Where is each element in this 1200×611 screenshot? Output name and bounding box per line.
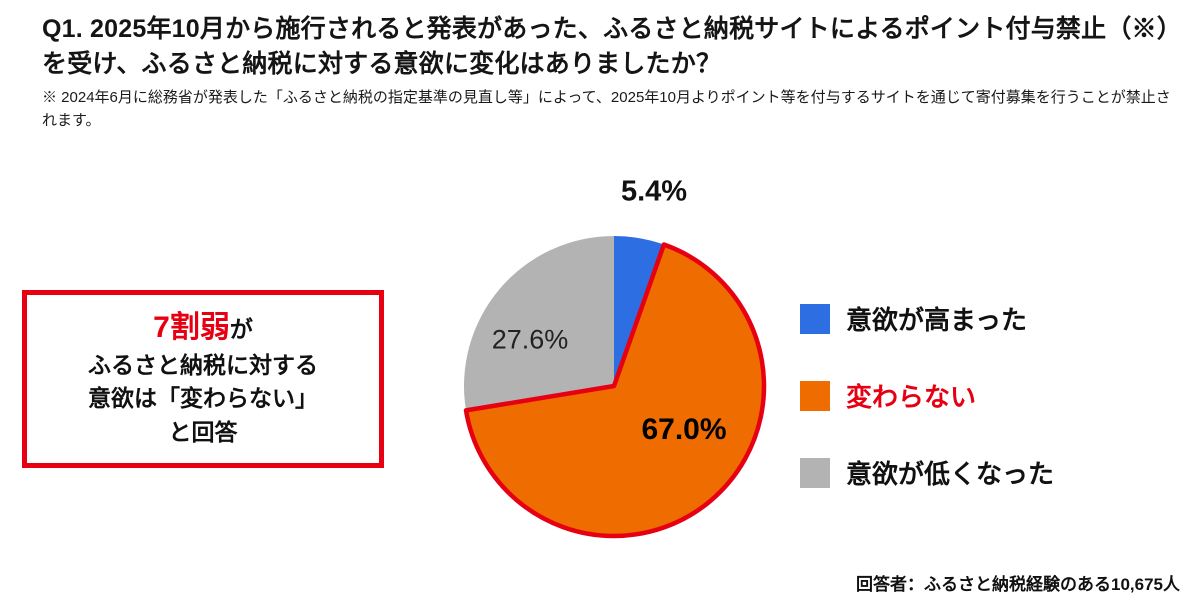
legend-swatch-increased [800,303,830,334]
legend-label-unchanged: 変わらない [846,382,977,412]
pie-value-label-unchanged: 67.0% [641,413,727,446]
callout-line-4: と回答 [168,418,238,445]
pie-svg [463,236,767,539]
legend-label-decreased: 意欲が低くなった [846,459,1055,489]
legend-swatch-unchanged [800,380,830,411]
legend-item-unchanged: 変わらない [800,377,1054,414]
pie-value-label-decreased: 27.6% [491,324,569,355]
legend-label-increased: 意欲が高まった [846,305,1027,335]
chart-legend: 意欲が高まった 変わらない 意欲が低くなった [800,300,1054,491]
callout-suffix: が [229,316,253,342]
question-title: Q1. 2025年10月から施行されると発表があった、ふるさと納税サイトによるポ… [42,15,1170,78]
legend-item-decreased: 意欲が低くなった [800,454,1054,491]
question-header: Q1. 2025年10月から施行されると発表があった、ふるさと納税サイトによるポ… [42,12,1174,132]
callout-line-3: 意欲は「変わらない」 [88,385,318,412]
question-footnote: ※ 2024年6月に総務省が発表した「ふるさと納税の指定基準の見直し等」によって… [42,89,1171,129]
pie-slice-decreased [464,236,614,411]
callout-highlight: 7割弱 [153,311,230,344]
pie-slice-unchanged [463,242,767,539]
legend-item-increased: 意欲が高まった [800,300,1054,337]
pie-chart: 5.4% 67.0% 27.6% [432,170,798,572]
pie-value-label-increased: 5.4% [620,175,688,208]
callout-line-1: 7割弱が [35,307,371,349]
summary-callout: 7割弱が ふるさと納税に対する 意欲は「変わらない」 と回答 [22,290,384,469]
respondents-note: 回答者：ふるさと納税経験のある10,675人 [856,575,1180,594]
legend-swatch-decreased [800,457,830,488]
callout-line-2: ふるさと納税に対する [88,352,318,378]
